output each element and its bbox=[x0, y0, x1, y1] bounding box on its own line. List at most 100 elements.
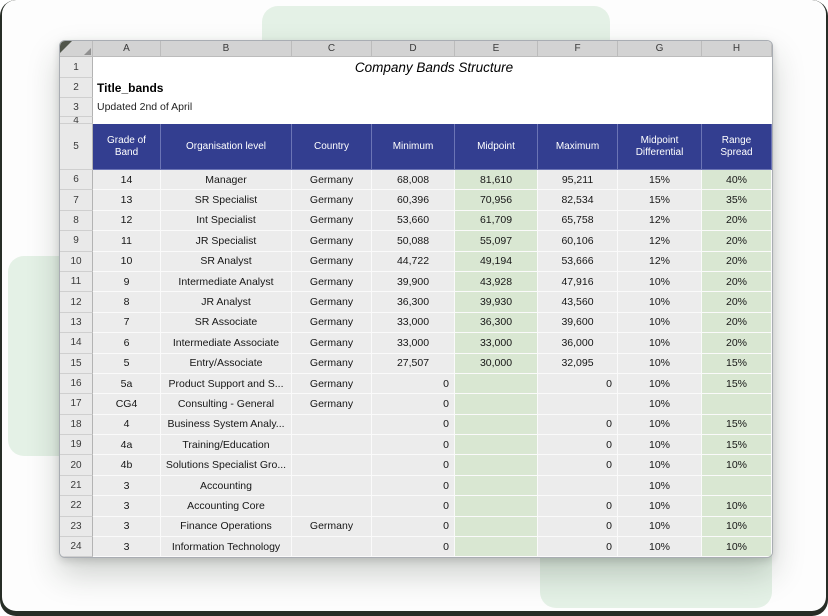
row-header-14[interactable]: 14 bbox=[60, 333, 93, 354]
cell-g11[interactable]: 10% bbox=[618, 271, 702, 293]
cell-h8[interactable]: 20% bbox=[702, 210, 772, 232]
cell-d15[interactable]: 27,507 bbox=[372, 353, 455, 374]
cell-b23[interactable]: Finance Operations bbox=[161, 516, 292, 538]
column-header-c[interactable]: C bbox=[292, 41, 372, 57]
cell-b13[interactable]: SR Associate bbox=[161, 312, 292, 334]
cell-g14[interactable]: 10% bbox=[618, 333, 702, 354]
cell-d7[interactable]: 60,396 bbox=[372, 190, 455, 211]
cell-f10[interactable]: 53,666 bbox=[538, 251, 618, 272]
cell-a17[interactable]: CG4 bbox=[93, 394, 161, 415]
cell-e16[interactable] bbox=[455, 373, 538, 395]
cell-a18[interactable]: 4 bbox=[93, 414, 161, 436]
cell-g20[interactable]: 10% bbox=[618, 455, 702, 476]
row-header-2[interactable]: 2 bbox=[60, 78, 93, 98]
cell-h24[interactable]: 10% bbox=[702, 537, 772, 558]
cell-c15[interactable]: Germany bbox=[292, 353, 372, 374]
row-header-9[interactable]: 9 bbox=[60, 231, 93, 252]
column-header-d[interactable]: D bbox=[372, 41, 455, 57]
cell-a7[interactable]: 13 bbox=[93, 190, 161, 211]
cell-e24[interactable] bbox=[455, 537, 538, 558]
cell-g7[interactable]: 15% bbox=[618, 190, 702, 211]
cell-f17[interactable] bbox=[538, 394, 618, 415]
column-header-f[interactable]: F bbox=[538, 41, 618, 57]
cell-c18[interactable] bbox=[292, 414, 372, 436]
cell-e20[interactable] bbox=[455, 455, 538, 476]
row-header-24[interactable]: 24 bbox=[60, 537, 93, 558]
column-header-a[interactable]: A bbox=[93, 41, 161, 57]
cell-b17[interactable]: Consulting - General bbox=[161, 394, 292, 415]
header-maximum[interactable]: Maximum bbox=[538, 124, 618, 170]
cell-d14[interactable]: 33,000 bbox=[372, 333, 455, 354]
row-header-21[interactable]: 21 bbox=[60, 475, 93, 497]
cell-f19[interactable]: 0 bbox=[538, 435, 618, 456]
cell-f13[interactable]: 39,600 bbox=[538, 312, 618, 334]
cell-c10[interactable]: Germany bbox=[292, 251, 372, 272]
cell-h20[interactable]: 10% bbox=[702, 455, 772, 476]
cell-h18[interactable]: 15% bbox=[702, 414, 772, 436]
cell-c14[interactable]: Germany bbox=[292, 333, 372, 354]
empty-row[interactable] bbox=[93, 117, 772, 124]
cell-f20[interactable]: 0 bbox=[538, 455, 618, 476]
cell-a20[interactable]: 4b bbox=[93, 455, 161, 476]
row-header-5[interactable]: 5 bbox=[60, 124, 93, 170]
cell-e6[interactable]: 81,610 bbox=[455, 170, 538, 191]
cell-a22[interactable]: 3 bbox=[93, 496, 161, 517]
cell-c24[interactable] bbox=[292, 537, 372, 558]
cell-h6[interactable]: 40% bbox=[702, 170, 772, 191]
cell-d8[interactable]: 53,660 bbox=[372, 210, 455, 232]
cell-a13[interactable]: 7 bbox=[93, 312, 161, 334]
cell-b24[interactable]: Information Technology bbox=[161, 537, 292, 558]
cell-g13[interactable]: 10% bbox=[618, 312, 702, 334]
cell-h12[interactable]: 20% bbox=[702, 292, 772, 313]
row-header-13[interactable]: 13 bbox=[60, 312, 93, 334]
cell-a11[interactable]: 9 bbox=[93, 271, 161, 293]
row-header-6[interactable]: 6 bbox=[60, 170, 93, 191]
cell-g6[interactable]: 15% bbox=[618, 170, 702, 191]
updated-note[interactable]: Updated 2nd of April bbox=[93, 98, 772, 117]
cell-d21[interactable]: 0 bbox=[372, 475, 455, 497]
cell-c20[interactable] bbox=[292, 455, 372, 476]
cell-f9[interactable]: 60,106 bbox=[538, 231, 618, 252]
cell-d12[interactable]: 36,300 bbox=[372, 292, 455, 313]
cell-c8[interactable]: Germany bbox=[292, 210, 372, 232]
sheet-title[interactable]: Company Bands Structure bbox=[93, 57, 772, 78]
cell-a8[interactable]: 12 bbox=[93, 210, 161, 232]
header-minimum[interactable]: Minimum bbox=[372, 124, 455, 170]
header-organisation-level[interactable]: Organisation level bbox=[161, 124, 292, 170]
cell-e8[interactable]: 61,709 bbox=[455, 210, 538, 232]
cell-h7[interactable]: 35% bbox=[702, 190, 772, 211]
header-midpoint-differential[interactable]: Midpoint Differential bbox=[618, 124, 702, 170]
cell-h9[interactable]: 20% bbox=[702, 231, 772, 252]
cell-d23[interactable]: 0 bbox=[372, 516, 455, 538]
cell-c21[interactable] bbox=[292, 475, 372, 497]
cell-f16[interactable]: 0 bbox=[538, 373, 618, 395]
column-header-e[interactable]: E bbox=[455, 41, 538, 57]
cell-d20[interactable]: 0 bbox=[372, 455, 455, 476]
row-header-16[interactable]: 16 bbox=[60, 373, 93, 395]
cell-e21[interactable] bbox=[455, 475, 538, 497]
cell-h10[interactable]: 20% bbox=[702, 251, 772, 272]
cell-e18[interactable] bbox=[455, 414, 538, 436]
cell-b16[interactable]: Product Support and S... bbox=[161, 373, 292, 395]
cell-d16[interactable]: 0 bbox=[372, 373, 455, 395]
cell-e15[interactable]: 30,000 bbox=[455, 353, 538, 374]
cell-h13[interactable]: 20% bbox=[702, 312, 772, 334]
cell-a15[interactable]: 5 bbox=[93, 353, 161, 374]
cell-g19[interactable]: 10% bbox=[618, 435, 702, 456]
header-midpoint[interactable]: Midpoint bbox=[455, 124, 538, 170]
cell-g9[interactable]: 12% bbox=[618, 231, 702, 252]
cell-d19[interactable]: 0 bbox=[372, 435, 455, 456]
row-header-10[interactable]: 10 bbox=[60, 251, 93, 272]
row-header-23[interactable]: 23 bbox=[60, 516, 93, 538]
row-header-12[interactable]: 12 bbox=[60, 292, 93, 313]
cell-b21[interactable]: Accounting bbox=[161, 475, 292, 497]
cell-a6[interactable]: 14 bbox=[93, 170, 161, 191]
cell-e19[interactable] bbox=[455, 435, 538, 456]
cell-d24[interactable]: 0 bbox=[372, 537, 455, 558]
cell-d6[interactable]: 68,008 bbox=[372, 170, 455, 191]
cell-g23[interactable]: 10% bbox=[618, 516, 702, 538]
cell-d13[interactable]: 33,000 bbox=[372, 312, 455, 334]
cell-h15[interactable]: 15% bbox=[702, 353, 772, 374]
cell-g22[interactable]: 10% bbox=[618, 496, 702, 517]
cell-a12[interactable]: 8 bbox=[93, 292, 161, 313]
